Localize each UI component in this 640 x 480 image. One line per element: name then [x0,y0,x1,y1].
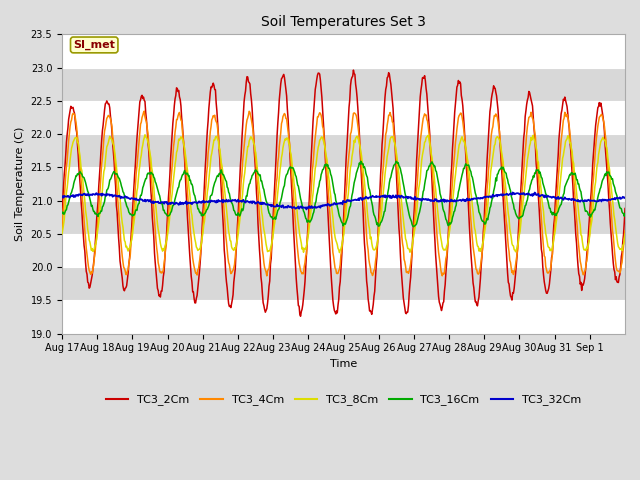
TC3_8Cm [124,248,132,254]
TC3_2Cm [349,67,357,73]
TC3_16Cm [255,173,263,179]
TC3_2Cm [277,81,285,86]
Y-axis label: Soil Temperature (C): Soil Temperature (C) [15,127,25,241]
Bar [62,234,625,267]
Line: TC3_8Cm: TC3_8Cm [62,135,625,252]
TC3_8Cm [403,242,411,248]
TC3_4Cm [263,273,271,279]
TC3_8Cm [278,155,285,160]
TC3_32Cm [303,206,310,212]
TC3_4Cm [140,108,148,114]
TC3_16Cm [228,200,236,205]
TC3_4Cm [257,220,264,226]
TC3_8Cm [257,192,264,198]
TC3_16Cm [410,224,417,229]
Bar [62,300,625,334]
TC3_8Cm [335,250,343,255]
Bar [62,35,625,68]
TC3_16Cm [435,180,442,186]
TC3_2Cm [58,208,66,214]
TC3_8Cm [58,231,66,237]
TC3_2Cm [403,309,411,315]
X-axis label: Time: Time [330,359,357,369]
Legend: TC3_2Cm, TC3_4Cm, TC3_8Cm, TC3_16Cm, TC3_32Cm: TC3_2Cm, TC3_4Cm, TC3_8Cm, TC3_16Cm, TC3… [102,390,586,410]
Line: TC3_2Cm: TC3_2Cm [62,70,625,316]
TC3_4Cm [403,270,411,276]
TC3_8Cm [435,216,442,222]
TC3_32Cm [124,195,132,201]
TC3_4Cm [58,227,66,232]
TC3_2Cm [435,294,442,300]
TC3_32Cm [277,204,285,209]
TC3_32Cm [403,193,410,199]
Bar [62,101,625,134]
TC3_2Cm [228,301,236,307]
TC3_16Cm [357,158,365,164]
TC3_2Cm [255,247,263,252]
TC3_32Cm [509,190,516,195]
TC3_16Cm [124,206,132,212]
Bar [62,168,625,201]
Line: TC3_32Cm: TC3_32Cm [62,192,625,209]
TC3_4Cm [228,268,236,274]
TC3_4Cm [124,267,132,273]
TC3_4Cm [435,250,442,255]
TC3_2Cm [297,313,305,319]
TC3_32Cm [228,199,236,204]
Line: TC3_16Cm: TC3_16Cm [62,161,625,227]
TC3_4Cm [278,118,286,124]
TC3_2Cm [124,271,132,276]
TC3_16Cm [403,198,410,204]
TC3_4Cm [621,228,629,234]
TC3_8Cm [228,246,236,252]
TC3_2Cm [621,205,629,211]
TC3_16Cm [277,198,285,204]
TC3_8Cm [621,231,629,237]
TC3_8Cm [141,132,149,138]
Line: TC3_4Cm: TC3_4Cm [62,111,625,276]
Title: Soil Temperatures Set 3: Soil Temperatures Set 3 [261,15,426,29]
Text: SI_met: SI_met [74,40,115,50]
TC3_32Cm [58,194,66,200]
TC3_16Cm [58,210,66,216]
TC3_16Cm [621,211,629,216]
TC3_32Cm [434,198,442,204]
TC3_32Cm [621,194,629,200]
TC3_32Cm [255,201,263,206]
